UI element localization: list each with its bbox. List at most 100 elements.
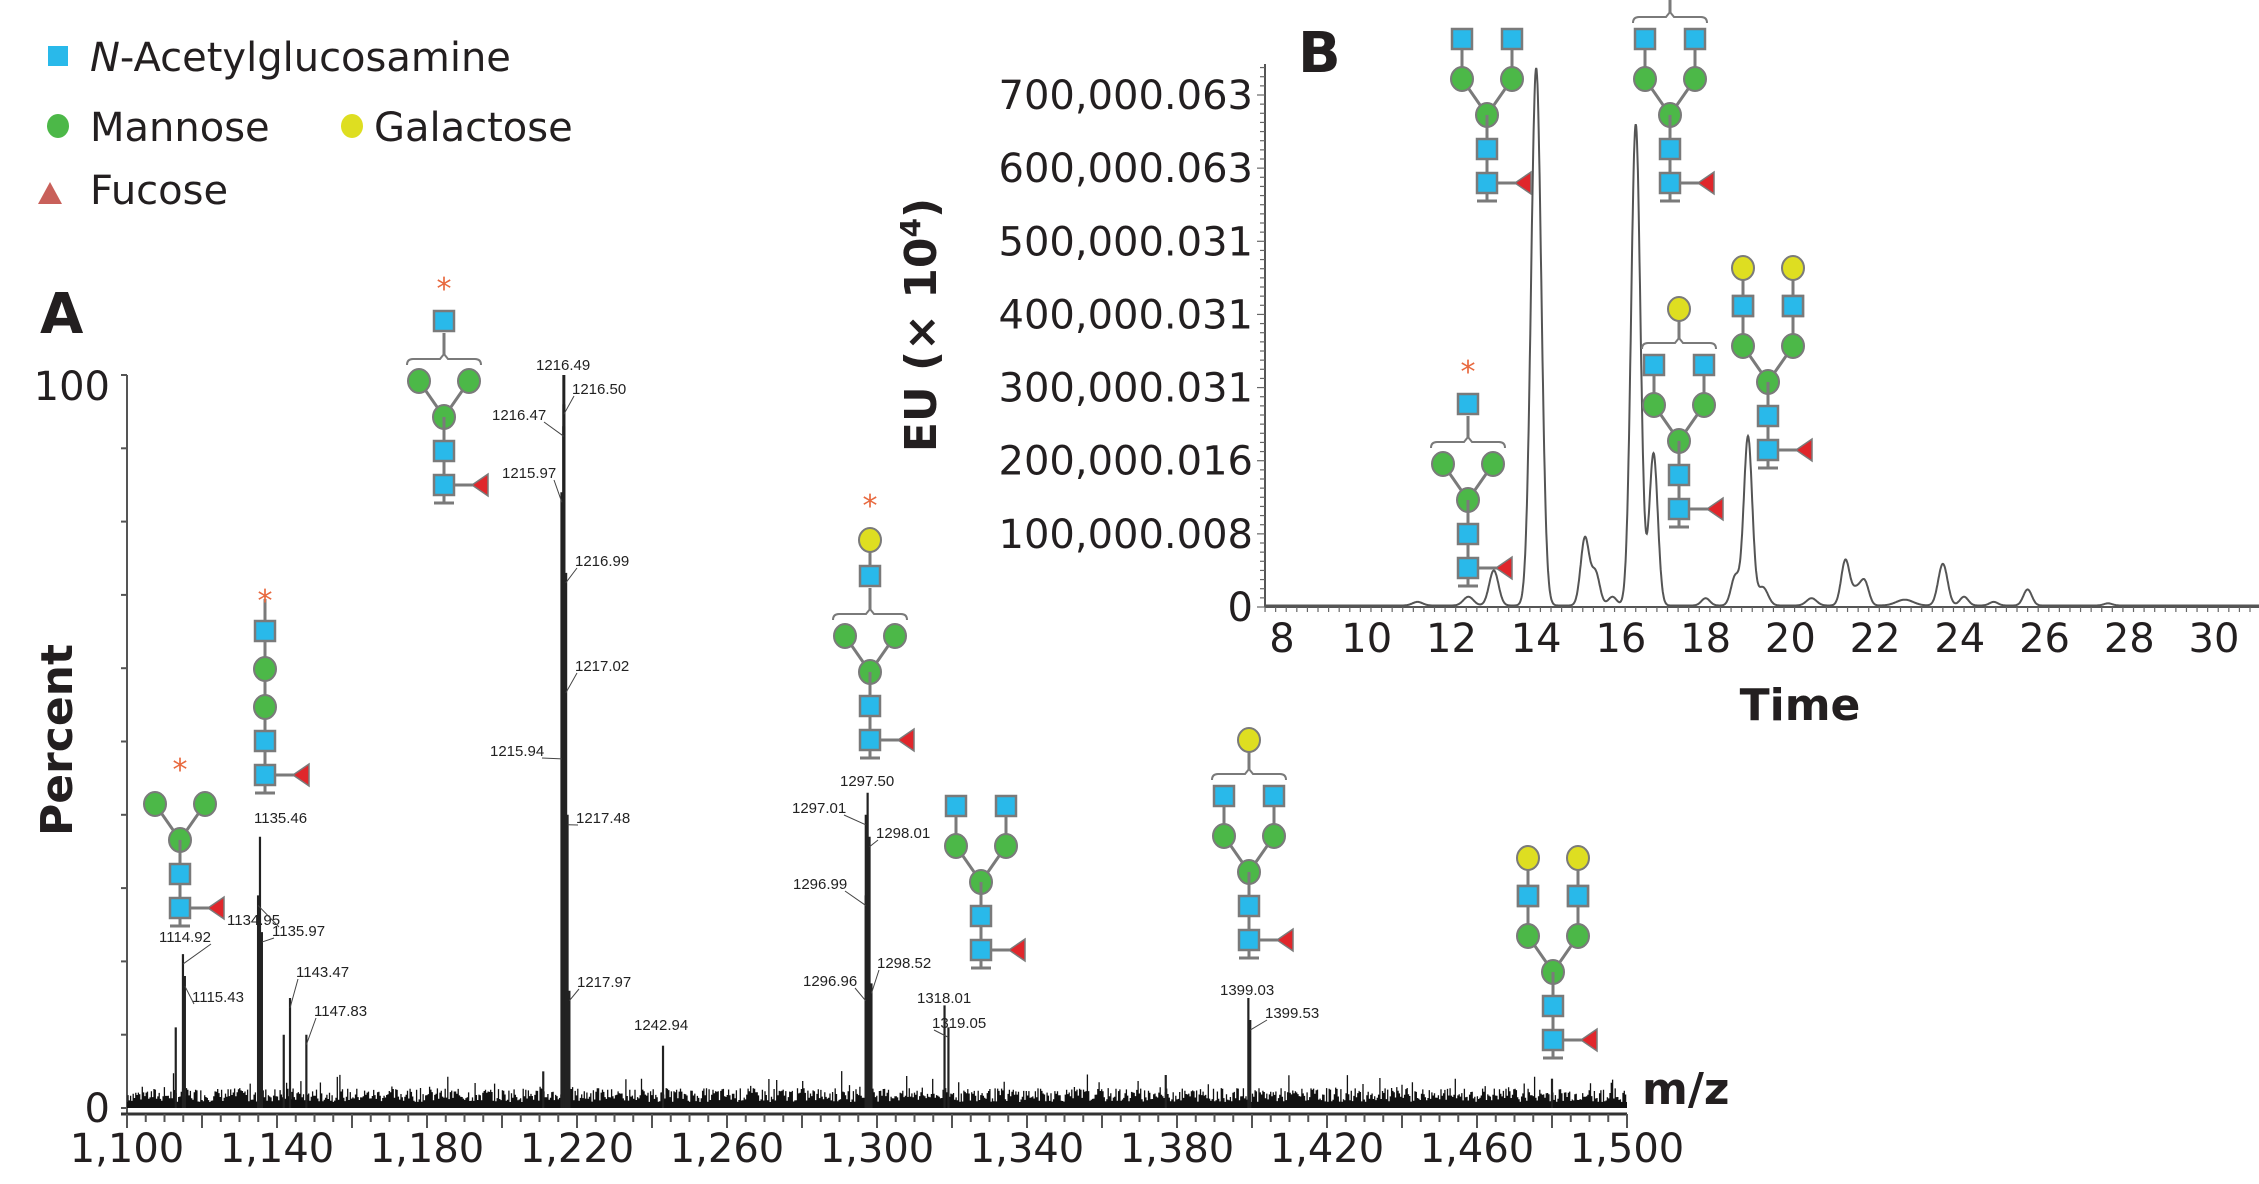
panel-a-peak-label: 1297.50 (840, 773, 894, 790)
panel-b-y-tick-label: 500,000.031 (999, 219, 1253, 265)
galactose-legend-icon (341, 114, 363, 138)
mannose-circle-icon (1262, 823, 1286, 849)
glcnac-square-icon (253, 729, 277, 753)
fucose-triangle-icon (1696, 170, 1715, 196)
panel-b-y-axis-title-main: EU (× 10 (896, 237, 947, 452)
glcnac-square-icon (253, 763, 277, 787)
galactose-circle-icon (1731, 255, 1755, 281)
panel-a-peak-label: 1242.94 (634, 1017, 688, 1034)
panel-b-x-tick-label: 18 (1680, 616, 1731, 662)
glcnac-square-icon (1642, 353, 1666, 377)
mannose-circle-icon (1642, 392, 1666, 418)
panel-a-glycan-structures: * * * * (143, 272, 1598, 1060)
mannose-circle-icon (944, 833, 968, 859)
glycan-g0f-n-1216: * (406, 272, 489, 505)
glcnac-square-icon (858, 728, 882, 752)
panel-a-peak-label-leader (843, 814, 866, 826)
panel-a-peak-label: 1216.49 (536, 357, 590, 374)
glcnac-square-icon (969, 938, 993, 962)
panel-b-y-tick-label: 300,000.031 (999, 366, 1253, 412)
glcnac-square-icon (1692, 353, 1716, 377)
panel-b-chromatogram-trace (1265, 67, 2259, 607)
panel-a-x-tick-label: 1,460 (1420, 1126, 1535, 1172)
panel-a-x-tick-label: 1,380 (1120, 1126, 1235, 1172)
panel-a-peak-label-leader (854, 987, 866, 1002)
glcnac-square-icon (1262, 784, 1286, 808)
glcnac-square-icon (1237, 928, 1261, 952)
glcnac-square-icon (1516, 884, 1540, 908)
antenna-brace (832, 607, 908, 621)
legend-label-glcnac-prefix: N (90, 35, 120, 81)
panel-b-x-tick-label: 10 (1341, 616, 1392, 662)
mannose-circle-icon (1566, 923, 1590, 949)
panel-a-x-tick-label: 1,220 (520, 1126, 635, 1172)
asterisk-marker: * (437, 272, 452, 307)
panel-a-peak-label: 1296.99 (793, 876, 847, 893)
panel-b-x-tick-label: 30 (2189, 616, 2240, 662)
glcnac-square-icon (944, 794, 968, 818)
legend-label-mannose: Mannose (90, 105, 270, 151)
glycan-g1f-n-1297: * (832, 489, 915, 760)
panel-a-peak-label-leader (870, 969, 880, 994)
panel-a-x-tick-labels: 1,100 1,140 1,180 1,220 1,260 1,300 1,340 1,380… (70, 1126, 1685, 1172)
panel-b-x-tick-label: 28 (2104, 616, 2155, 662)
fucose-triangle-icon (1494, 555, 1513, 581)
panel-a-peak-label: 1215.97 (502, 465, 556, 482)
panel-a-axes (121, 374, 1628, 1128)
mannose-circle-icon (193, 791, 217, 817)
panel-a-peak-label: 1319.05 (932, 1015, 986, 1032)
fucose-triangle-icon (896, 727, 915, 753)
panel-a-peak-label: 1217.48 (576, 810, 630, 827)
panel-b-x-tick-label: 26 (2019, 616, 2070, 662)
panel-a-y-axis-title: Percent (32, 644, 83, 836)
panel-a-peak-label: 1298.01 (876, 825, 930, 842)
legend-label-fucose: Fucose (90, 168, 228, 214)
panel-a-peak-label-leader (933, 1029, 949, 1038)
mannose-circle-icon (1450, 66, 1474, 92)
fucose-legend-icon (38, 182, 62, 204)
glycan-g1f-16 (1632, 0, 1715, 203)
panel-a-peak-label-leader (569, 988, 580, 1002)
panel-b-y-tick-label: 0 (1228, 585, 1253, 631)
panel-a-x-axis-title: m/z (1642, 1064, 1730, 1115)
panel-a-peak-label: 1115.43 (192, 989, 244, 1006)
mannose-circle-icon (994, 833, 1018, 859)
glcnac-square-icon (1756, 438, 1780, 462)
panel-a-y-tick-100: 100 (34, 364, 110, 410)
antenna-brace (1430, 435, 1506, 449)
panel-b-x-tick-label: 14 (1511, 616, 1562, 662)
fucose-triangle-icon (1579, 1027, 1598, 1053)
glycan-g0f-1318 (944, 794, 1026, 970)
panel-b-x-tick-label: 20 (1765, 616, 1816, 662)
panel-a-peak-label-leader (1249, 1019, 1268, 1031)
mannose-circle-icon (1516, 923, 1540, 949)
glcnac-square-icon (1450, 27, 1474, 51)
panel-a-peak-label-leader (869, 839, 879, 848)
mannose-circle-icon (1500, 66, 1524, 92)
glcnac-square-icon (1475, 137, 1499, 161)
glcnac-square-icon (969, 904, 993, 928)
mannose-circle-icon (1212, 823, 1236, 849)
fucose-triangle-icon (1705, 496, 1724, 522)
panel-a-x-tick-label: 1,340 (970, 1126, 1085, 1172)
glcnac-square-icon (168, 896, 192, 920)
panel-a-baseline-band (127, 1102, 1627, 1108)
mannose-circle-icon (253, 694, 277, 720)
panel-a-peak-label: 1143.47 (296, 964, 349, 981)
panel-a-peak-label: 1399.53 (1265, 1005, 1319, 1022)
panel-b-y-tick-label: 100,000.008 (999, 512, 1253, 558)
glcnac-square-icon (432, 439, 456, 463)
panel-a-label: A (40, 282, 84, 347)
asterisk-marker: * (173, 753, 188, 788)
panel-b-glycan-structures: * (1430, 0, 1813, 588)
panel-a-noise-baseline (127, 1071, 1627, 1108)
glcnac-square-icon (1237, 894, 1261, 918)
glycan-m3f-1114: * (143, 753, 225, 928)
panel-b-x-tick-label: 12 (1426, 616, 1477, 662)
glcnac-square-icon (1667, 497, 1691, 521)
panel-a-peak-label: 1135.97 (272, 923, 325, 940)
panel-a-peak-label: 1399.03 (1220, 982, 1274, 999)
mannose-legend-icon (47, 114, 69, 138)
panel-a-peak-label: 1216.47 (492, 407, 546, 424)
panel-a-peak-label: 1147.83 (314, 1003, 367, 1020)
